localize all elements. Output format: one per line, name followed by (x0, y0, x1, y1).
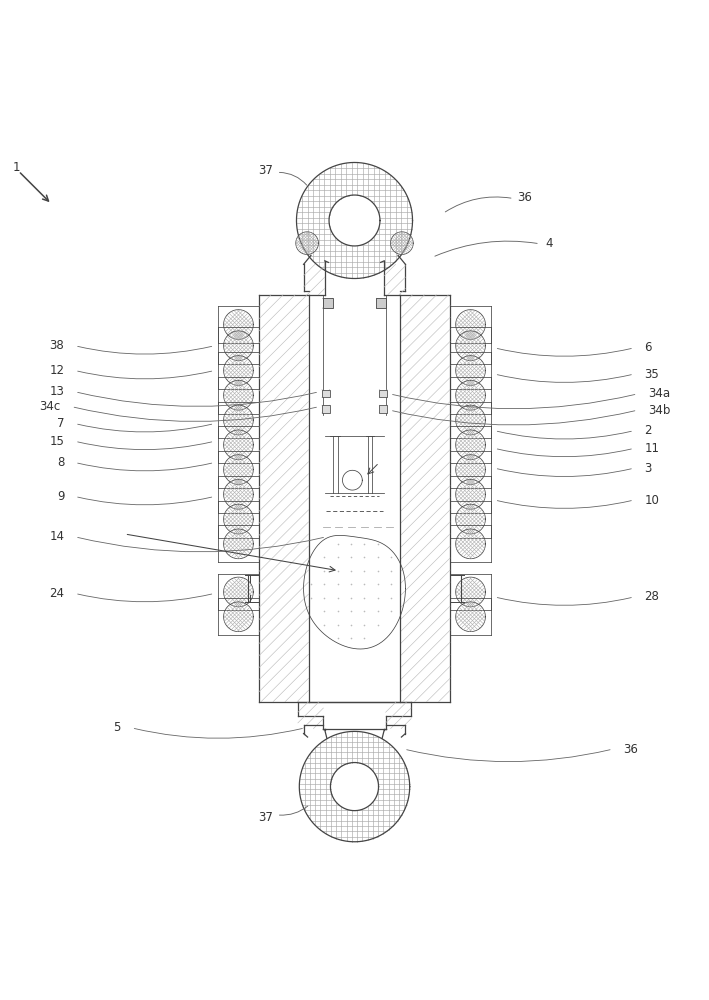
Text: 12: 12 (50, 364, 65, 377)
Text: 36: 36 (517, 191, 532, 204)
Text: 14: 14 (50, 530, 65, 543)
Text: 3: 3 (644, 462, 652, 475)
Text: 36: 36 (623, 743, 638, 756)
Text: 28: 28 (644, 590, 659, 603)
Text: 37: 37 (259, 164, 274, 177)
Text: 6: 6 (644, 341, 652, 354)
Bar (379, 390, 387, 397)
Bar (376, 298, 386, 308)
Text: 38: 38 (50, 339, 65, 352)
Bar (323, 298, 333, 308)
Text: 11: 11 (644, 442, 659, 455)
Text: 37: 37 (259, 811, 274, 824)
Text: 2: 2 (644, 424, 652, 437)
Text: 4: 4 (545, 237, 553, 250)
Text: 9: 9 (57, 490, 65, 503)
Text: 1: 1 (13, 161, 20, 174)
Text: 34c: 34c (40, 400, 61, 413)
Text: 7: 7 (57, 417, 65, 430)
Text: 15: 15 (50, 435, 65, 448)
Text: 10: 10 (644, 494, 659, 507)
Bar (322, 405, 330, 413)
Bar (379, 405, 387, 413)
Text: 34b: 34b (648, 404, 671, 417)
Text: 13: 13 (50, 385, 65, 398)
Text: 35: 35 (644, 368, 659, 381)
Text: 34a: 34a (648, 387, 670, 400)
Bar (322, 390, 330, 397)
Text: 24: 24 (50, 587, 65, 600)
Text: 8: 8 (57, 456, 65, 469)
Text: 5: 5 (113, 721, 121, 734)
